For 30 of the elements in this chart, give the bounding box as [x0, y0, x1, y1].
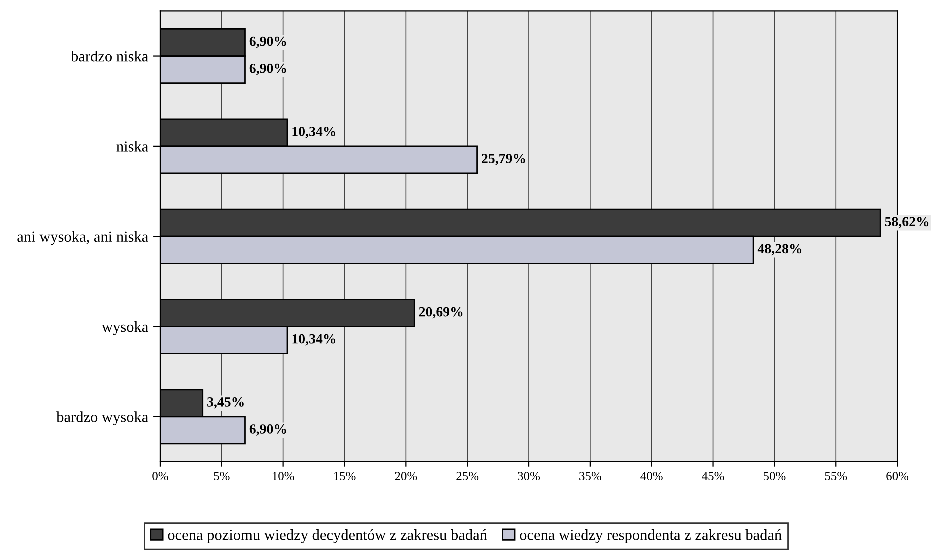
- data-label: 25,79%: [482, 154, 526, 166]
- x-tick-label: 5%: [214, 472, 230, 481]
- x-tick-label: 30%: [518, 472, 540, 481]
- x-tick-label: 60%: [886, 472, 909, 481]
- x-tick-label: 0%: [152, 472, 168, 481]
- legend-label: ocena poziomu wiedzy decydentów z zakresu badań: [168, 530, 488, 544]
- data-label: 6,90%: [250, 36, 286, 48]
- x-tick-label: 25%: [456, 472, 479, 481]
- y-tick-label: niska: [116, 141, 148, 152]
- x-tick-label: 20%: [395, 472, 418, 481]
- x-tick-label: 15%: [334, 472, 356, 481]
- data-label: 6,90%: [250, 64, 286, 76]
- x-tick-label: 55%: [825, 472, 848, 481]
- data-label: 10,34%: [292, 127, 336, 138]
- x-tick-label: 10%: [272, 472, 294, 481]
- y-tick-label: bardzo niska: [71, 50, 148, 62]
- data-label: 3,45%: [208, 398, 244, 409]
- data-label: 58,62%: [885, 217, 929, 229]
- data-label: 20,69%: [419, 307, 463, 319]
- y-tick-label: ani wysoka, ani niska: [18, 231, 148, 246]
- data-label: 48,28%: [758, 244, 802, 256]
- x-tick-label: 50%: [764, 472, 786, 481]
- x-tick-label: 40%: [640, 472, 663, 481]
- x-tick-label: 35%: [580, 472, 602, 481]
- data-label: 6,90%: [250, 424, 286, 436]
- x-tick-label: 45%: [702, 472, 724, 481]
- y-tick-label: bardzo wysoka: [56, 412, 148, 426]
- data-label: 10,34%: [292, 334, 336, 346]
- legend-label: ocena wiedzy respondenta z zakresu badań: [520, 530, 782, 544]
- y-tick-label: wysoka: [102, 321, 148, 336]
